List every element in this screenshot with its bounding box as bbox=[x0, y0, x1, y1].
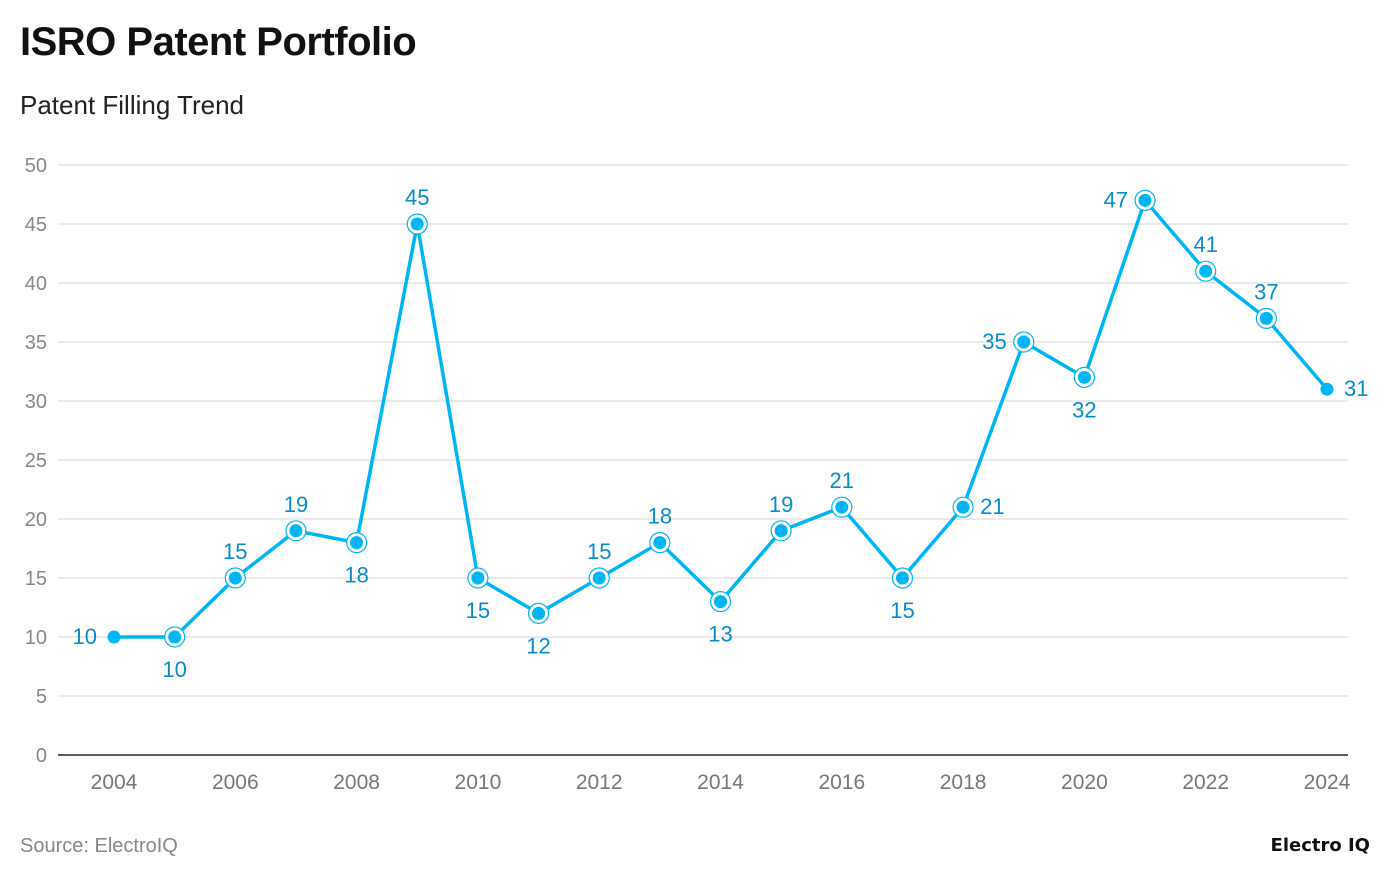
data-point bbox=[1017, 336, 1030, 349]
x-tick-label: 2008 bbox=[333, 771, 380, 794]
data-point bbox=[775, 524, 788, 537]
y-tick-label: 5 bbox=[36, 686, 47, 708]
y-tick-label: 20 bbox=[25, 509, 47, 531]
data-point bbox=[1078, 371, 1091, 384]
data-point bbox=[593, 572, 606, 585]
data-label: 18 bbox=[648, 504, 672, 529]
data-label: 15 bbox=[223, 539, 247, 564]
data-label: 47 bbox=[1104, 187, 1128, 212]
data-label: 15 bbox=[466, 598, 490, 623]
data-point bbox=[714, 595, 727, 608]
data-label: 10 bbox=[73, 624, 97, 649]
data-label: 15 bbox=[890, 598, 914, 623]
x-tick-label: 2012 bbox=[576, 771, 623, 794]
data-point bbox=[1260, 312, 1273, 325]
data-label: 12 bbox=[526, 633, 550, 658]
data-point bbox=[896, 572, 909, 585]
data-point bbox=[957, 501, 970, 514]
data-label: 41 bbox=[1193, 232, 1217, 257]
x-tick-label: 2004 bbox=[91, 771, 138, 794]
data-point bbox=[350, 536, 363, 549]
data-point bbox=[471, 572, 484, 585]
data-label: 19 bbox=[769, 492, 793, 517]
x-tick-label: 2006 bbox=[212, 771, 259, 794]
data-label: 31 bbox=[1344, 376, 1368, 401]
x-tick-label: 2020 bbox=[1061, 771, 1108, 794]
data-point bbox=[168, 631, 181, 644]
data-point bbox=[108, 631, 121, 644]
data-point bbox=[1321, 383, 1334, 396]
y-tick-label: 35 bbox=[25, 332, 47, 354]
x-tick-label: 2014 bbox=[697, 771, 744, 794]
y-tick-label: 50 bbox=[25, 155, 47, 177]
data-label: 45 bbox=[405, 185, 429, 210]
data-label: 35 bbox=[982, 329, 1006, 354]
data-point bbox=[532, 607, 545, 620]
data-point bbox=[1139, 194, 1152, 207]
data-label: 15 bbox=[587, 539, 611, 564]
data-point bbox=[229, 572, 242, 585]
y-tick-label: 25 bbox=[25, 450, 47, 472]
y-tick-label: 45 bbox=[25, 214, 47, 236]
data-label: 10 bbox=[162, 657, 186, 682]
data-label: 21 bbox=[830, 468, 854, 493]
data-point bbox=[289, 524, 302, 537]
series-line bbox=[114, 200, 1327, 637]
x-tick-label: 2022 bbox=[1182, 771, 1229, 794]
source-note: Source: ElectroIQ bbox=[20, 835, 178, 858]
y-tick-label: 10 bbox=[25, 627, 47, 649]
data-label: 18 bbox=[344, 563, 368, 588]
data-label: 13 bbox=[708, 622, 732, 647]
x-tick-label: 2018 bbox=[940, 771, 987, 794]
y-tick-label: 30 bbox=[25, 391, 47, 413]
data-label: 19 bbox=[284, 492, 308, 517]
x-tick-label: 2024 bbox=[1304, 771, 1351, 794]
data-point bbox=[411, 218, 424, 231]
data-label: 32 bbox=[1072, 397, 1096, 422]
y-tick-label: 15 bbox=[25, 568, 47, 590]
data-label: 21 bbox=[980, 494, 1004, 519]
data-point bbox=[1199, 265, 1212, 278]
data-point bbox=[835, 501, 848, 514]
brand-logo: Electro IQ bbox=[1271, 835, 1370, 856]
data-point bbox=[653, 536, 666, 549]
x-tick-label: 2010 bbox=[455, 771, 502, 794]
y-tick-label: 0 bbox=[36, 745, 47, 767]
y-tick-label: 40 bbox=[25, 273, 47, 295]
x-tick-label: 2016 bbox=[818, 771, 865, 794]
data-label: 37 bbox=[1254, 279, 1278, 304]
